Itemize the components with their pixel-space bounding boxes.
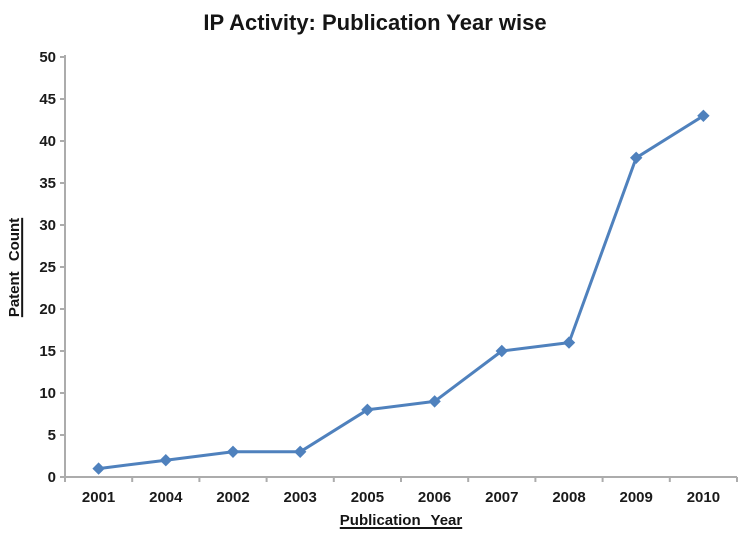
data-point-marker <box>293 445 307 459</box>
data-point-marker <box>697 109 710 123</box>
y-axis-title: Patent Count <box>6 217 24 317</box>
y-tick-label: 50 <box>39 49 56 66</box>
x-tick-label: 2006 <box>418 489 451 506</box>
y-tick-label: 15 <box>39 343 56 360</box>
y-tick-label: 5 <box>48 427 56 444</box>
x-tick-label: 2003 <box>284 489 317 506</box>
y-tick-label: 0 <box>48 469 56 486</box>
data-point-marker <box>562 336 576 349</box>
x-axis-title: Publication Year <box>339 512 463 529</box>
x-tick-label: 2009 <box>620 489 653 506</box>
x-tick-label: 2008 <box>552 489 585 506</box>
y-tick-label: 35 <box>39 175 56 192</box>
x-tick-label: 2005 <box>351 489 384 506</box>
chart-title: IP Activity: Publication Year wise <box>203 10 547 35</box>
data-point-marker <box>629 151 643 165</box>
y-tick-label: 45 <box>39 91 56 108</box>
y-axis-title-wrap: Patent Count <box>4 57 26 477</box>
y-tick-label: 10 <box>39 385 56 402</box>
data-point-marker <box>226 445 240 459</box>
data-point-marker <box>92 462 105 475</box>
x-tick-label: 2001 <box>82 489 115 506</box>
data-point-marker <box>428 395 441 408</box>
y-tick-label: 30 <box>39 217 56 234</box>
data-point-marker <box>159 453 173 467</box>
y-tick-label: 25 <box>39 259 56 276</box>
x-tick-label: 2007 <box>485 489 518 506</box>
x-tick-label: 2010 <box>687 489 720 506</box>
data-point-marker <box>361 403 374 417</box>
y-tick-label: 40 <box>39 133 56 150</box>
y-tick-label: 20 <box>39 301 56 318</box>
x-tick-label: 2002 <box>216 489 249 506</box>
x-axis-title-wrap: Publication Year <box>65 512 737 530</box>
series-line <box>97 114 705 471</box>
x-tick-label: 2004 <box>149 489 183 506</box>
data-point-marker <box>495 344 509 358</box>
